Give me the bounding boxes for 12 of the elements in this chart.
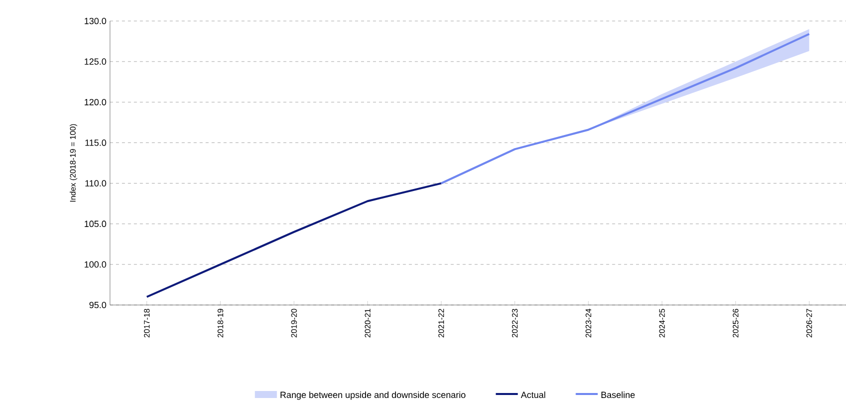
y-tick-label: 125.0 [84, 58, 106, 65]
text: Range between upside and downside scenario [280, 391, 466, 400]
y-tick-label: 110.0 [85, 180, 106, 186]
y-tick-label: 115.0 [85, 140, 106, 146]
line-series [146, 182, 442, 298]
y-tick-label: 95.0 [89, 302, 106, 308]
y-tick-label: 105.0 [84, 220, 106, 228]
y-tick-label: 130.0 [84, 18, 106, 24]
y-tick-label: 120.0 [84, 98, 106, 106]
legend-label: Actual [520, 391, 546, 398]
y-tick-label: 100.0 [84, 261, 106, 268]
legend-label: Baseline [601, 391, 635, 398]
